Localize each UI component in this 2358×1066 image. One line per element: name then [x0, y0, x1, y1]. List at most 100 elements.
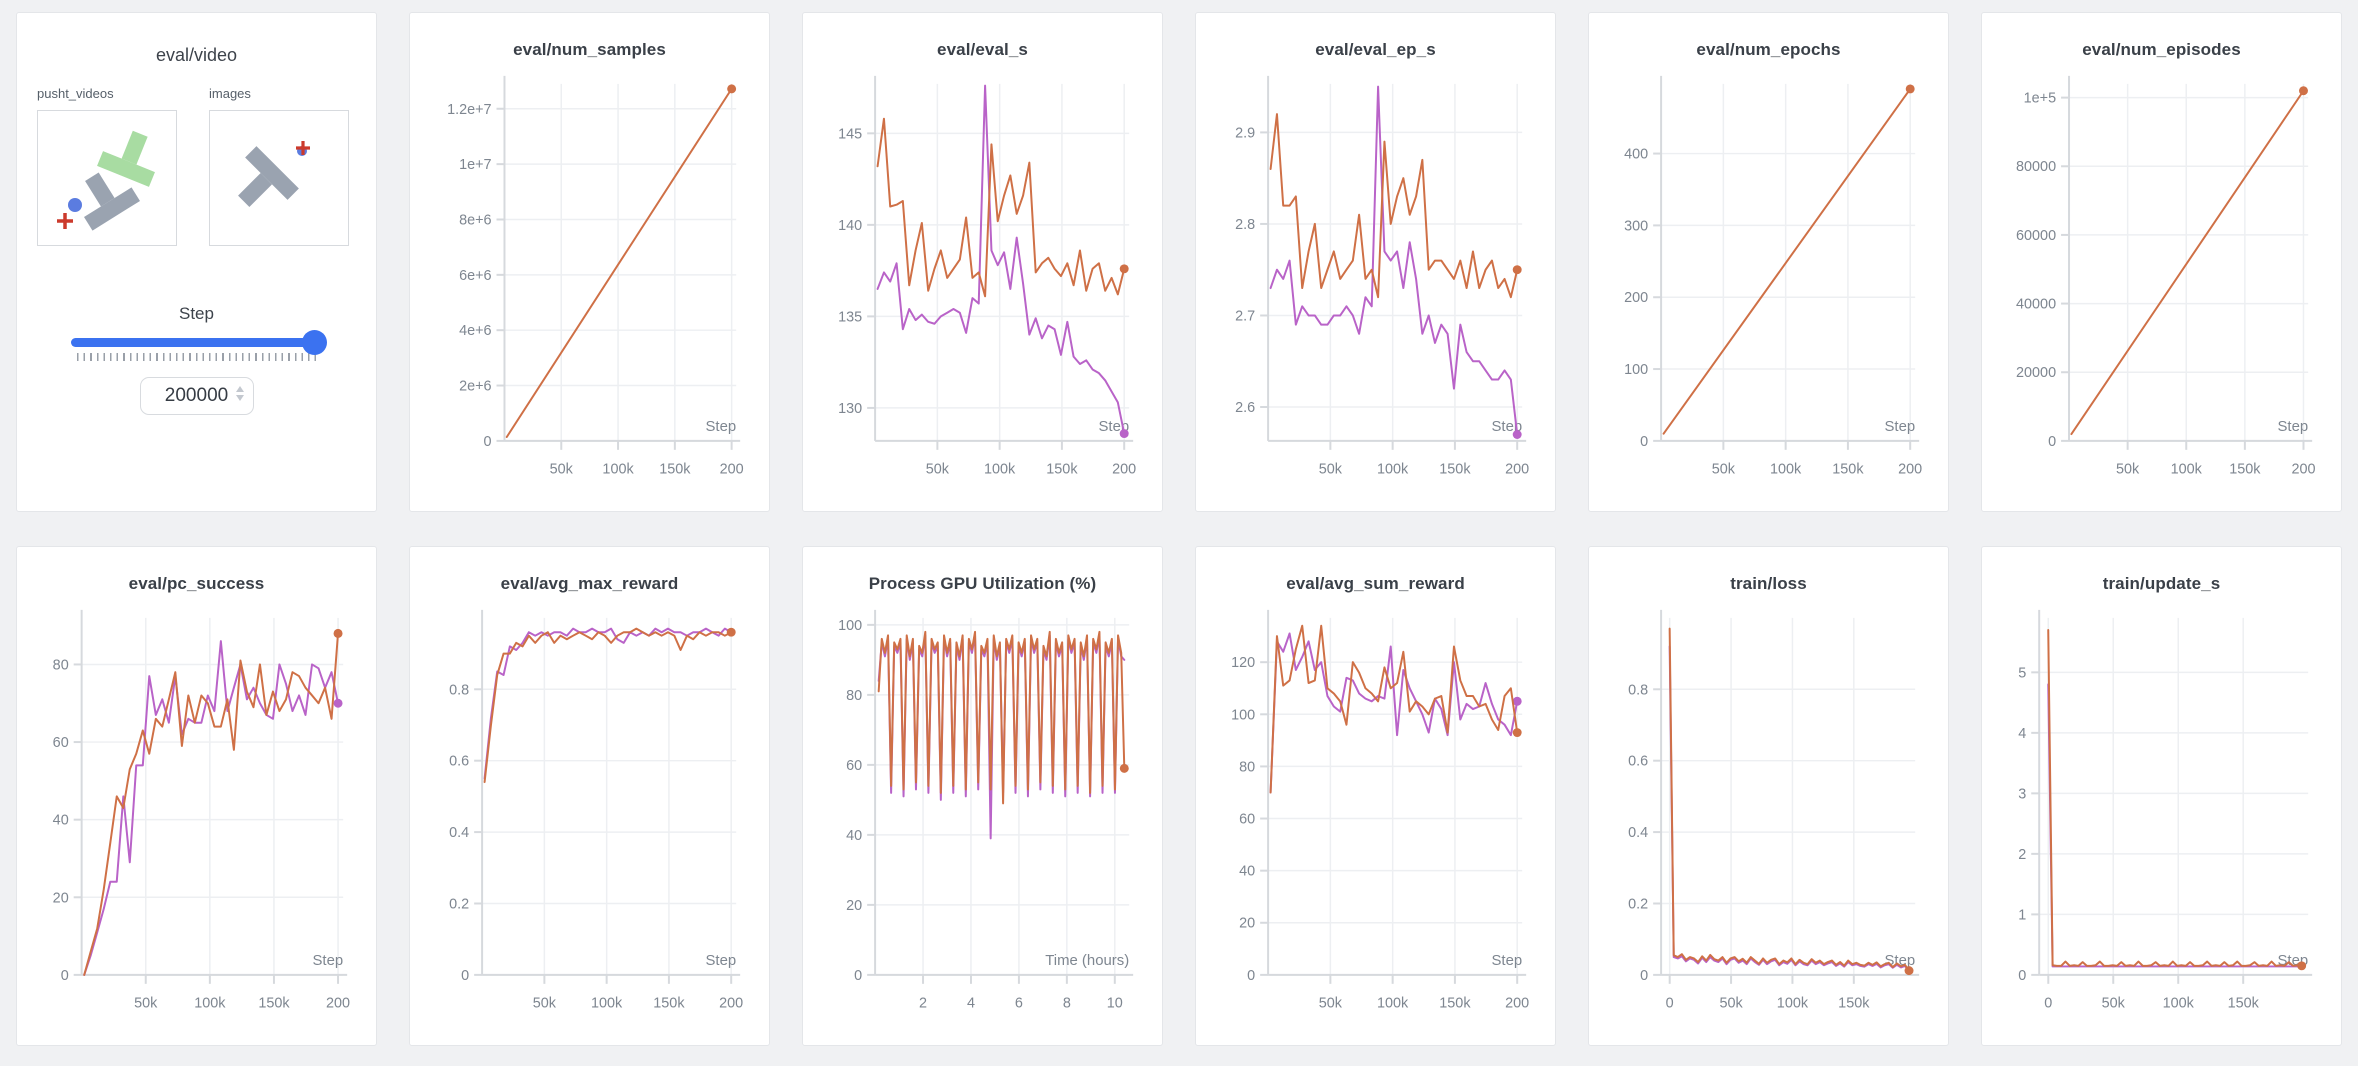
- thumbnail-images: images: [209, 86, 349, 246]
- svg-text:2.6: 2.6: [1235, 400, 1255, 416]
- svg-text:135: 135: [838, 309, 862, 325]
- green-t-shape: [97, 130, 155, 187]
- step-input-box: [139, 377, 254, 415]
- stepper-spinner: [235, 386, 244, 401]
- chart-canvas[interactable]: 0 100 200 300 400 50k 100k 150k 200 Step: [1589, 64, 1948, 502]
- chart-canvas[interactable]: 0 20 40 60 80 100 2 4 6 8 10 Time (hours): [803, 598, 1162, 1036]
- svg-text:100k: 100k: [2163, 996, 2195, 1012]
- svg-text:150k: 150k: [1832, 462, 1864, 478]
- svg-text:0: 0: [1666, 996, 1674, 1012]
- svg-text:Step: Step: [706, 953, 737, 969]
- svg-text:200: 200: [2291, 462, 2315, 478]
- svg-text:150k: 150k: [653, 996, 685, 1012]
- svg-text:40: 40: [1239, 864, 1255, 880]
- image-preview[interactable]: [209, 110, 349, 246]
- svg-text:100: 100: [838, 618, 862, 634]
- svg-text:1e+7: 1e+7: [459, 157, 491, 173]
- chart-title: train/update_s: [2102, 574, 2221, 593]
- svg-text:150k: 150k: [2229, 462, 2261, 478]
- chart-title: eval/num_episodes: [2082, 40, 2241, 59]
- svg-text:60: 60: [1239, 812, 1255, 828]
- panel-eval-num-episodes: eval/num_episodes 0 20000 40000 60000 80000 1…: [1981, 12, 2342, 512]
- chart-title: eval/num_samples: [513, 40, 666, 59]
- svg-text:1: 1: [2018, 907, 2026, 923]
- svg-text:0: 0: [61, 968, 69, 984]
- step-slider[interactable]: [70, 330, 327, 355]
- svg-text:200: 200: [720, 462, 744, 478]
- panel-title: eval/video: [155, 45, 238, 65]
- chart-canvas[interactable]: 0 20 40 60 80 50k 100k 150k 200 Step: [17, 598, 376, 1036]
- svg-text:2.8: 2.8: [1235, 217, 1255, 233]
- svg-text:150k: 150k: [659, 462, 691, 478]
- video-preview[interactable]: [37, 110, 177, 246]
- panel-eval-video: eval/video pusht_videos: [16, 12, 377, 512]
- svg-text:0: 0: [1640, 434, 1648, 450]
- svg-text:100k: 100k: [1377, 462, 1409, 478]
- chart-canvas[interactable]: 0 20 40 60 80 100 120 50k 100k 150k 200 Step: [1196, 598, 1555, 1036]
- chart-canvas[interactable]: 0 20000 40000 60000 80000 1e+5 50k 100k 150k 200 S…: [1982, 64, 2341, 502]
- svg-text:20: 20: [1239, 916, 1255, 932]
- svg-text:0.8: 0.8: [1628, 682, 1648, 698]
- svg-text:2e+6: 2e+6: [459, 379, 491, 395]
- step-value-input[interactable]: [157, 385, 236, 407]
- svg-text:200: 200: [1624, 290, 1648, 306]
- svg-text:0: 0: [2044, 996, 2052, 1012]
- svg-text:2: 2: [919, 996, 927, 1012]
- thumbnail-row: pusht_videos: [37, 86, 356, 246]
- svg-text:80: 80: [1239, 759, 1255, 775]
- svg-text:150k: 150k: [258, 996, 290, 1012]
- svg-text:6e+6: 6e+6: [459, 268, 491, 284]
- chart-title: eval/eval_s: [937, 40, 1028, 59]
- svg-text:200: 200: [1505, 462, 1529, 478]
- svg-text:50k: 50k: [926, 462, 950, 478]
- svg-text:50k: 50k: [1719, 996, 1743, 1012]
- spinner-down-icon[interactable]: [235, 395, 244, 401]
- svg-text:3: 3: [2018, 786, 2026, 802]
- svg-text:200: 200: [1112, 462, 1136, 478]
- svg-text:145: 145: [838, 126, 862, 142]
- svg-text:0.2: 0.2: [449, 896, 469, 912]
- svg-text:Step: Step: [1492, 953, 1523, 969]
- spinner-up-icon[interactable]: [235, 386, 244, 392]
- svg-text:0: 0: [2018, 968, 2026, 984]
- svg-text:100k: 100k: [194, 996, 226, 1012]
- svg-text:50k: 50k: [1712, 462, 1736, 478]
- pusht-scene-image: [57, 130, 155, 231]
- svg-text:20000: 20000: [2016, 365, 2056, 381]
- svg-text:200: 200: [1505, 996, 1529, 1012]
- svg-text:0: 0: [854, 968, 862, 984]
- svg-text:0.6: 0.6: [449, 754, 469, 770]
- agent-dot: [68, 198, 82, 212]
- pusht-scene-image: [238, 141, 310, 207]
- svg-text:2.9: 2.9: [1235, 125, 1255, 141]
- panel-train-update-s: train/update_s 0 1 2 3 4 5 0 50k 100k 150k Step: [1981, 546, 2342, 1046]
- chart-canvas[interactable]: 0 2e+6 4e+6 6e+6 8e+6 1e+7 1.2e+7 50k 100k 150k 20…: [410, 64, 769, 502]
- svg-text:0.2: 0.2: [1628, 896, 1648, 912]
- svg-text:150k: 150k: [1439, 462, 1471, 478]
- svg-text:0.4: 0.4: [449, 825, 469, 841]
- svg-text:40: 40: [53, 813, 69, 829]
- svg-text:8e+6: 8e+6: [459, 212, 491, 228]
- chart-canvas[interactable]: 0 0.2 0.4 0.6 0.8 50k 100k 150k 200 Step: [410, 598, 769, 1036]
- panel-eval-num-epochs: eval/num_epochs 0 100 200 300 400 50k 100k 150k…: [1588, 12, 1949, 512]
- svg-text:6: 6: [1015, 996, 1023, 1012]
- svg-text:80: 80: [846, 688, 862, 704]
- svg-text:Step: Step: [313, 953, 344, 969]
- step-slider-label: Step: [179, 304, 214, 323]
- svg-text:50k: 50k: [2102, 996, 2126, 1012]
- svg-text:80: 80: [53, 657, 69, 673]
- svg-text:0: 0: [461, 968, 469, 984]
- svg-text:140: 140: [838, 218, 862, 234]
- slider-track[interactable]: [70, 338, 323, 347]
- svg-text:50k: 50k: [2116, 462, 2140, 478]
- svg-text:60: 60: [53, 735, 69, 751]
- svg-text:10: 10: [1107, 996, 1123, 1012]
- svg-text:150k: 150k: [1439, 996, 1471, 1012]
- svg-text:100k: 100k: [1777, 996, 1809, 1012]
- slider-thumb[interactable]: [301, 330, 327, 355]
